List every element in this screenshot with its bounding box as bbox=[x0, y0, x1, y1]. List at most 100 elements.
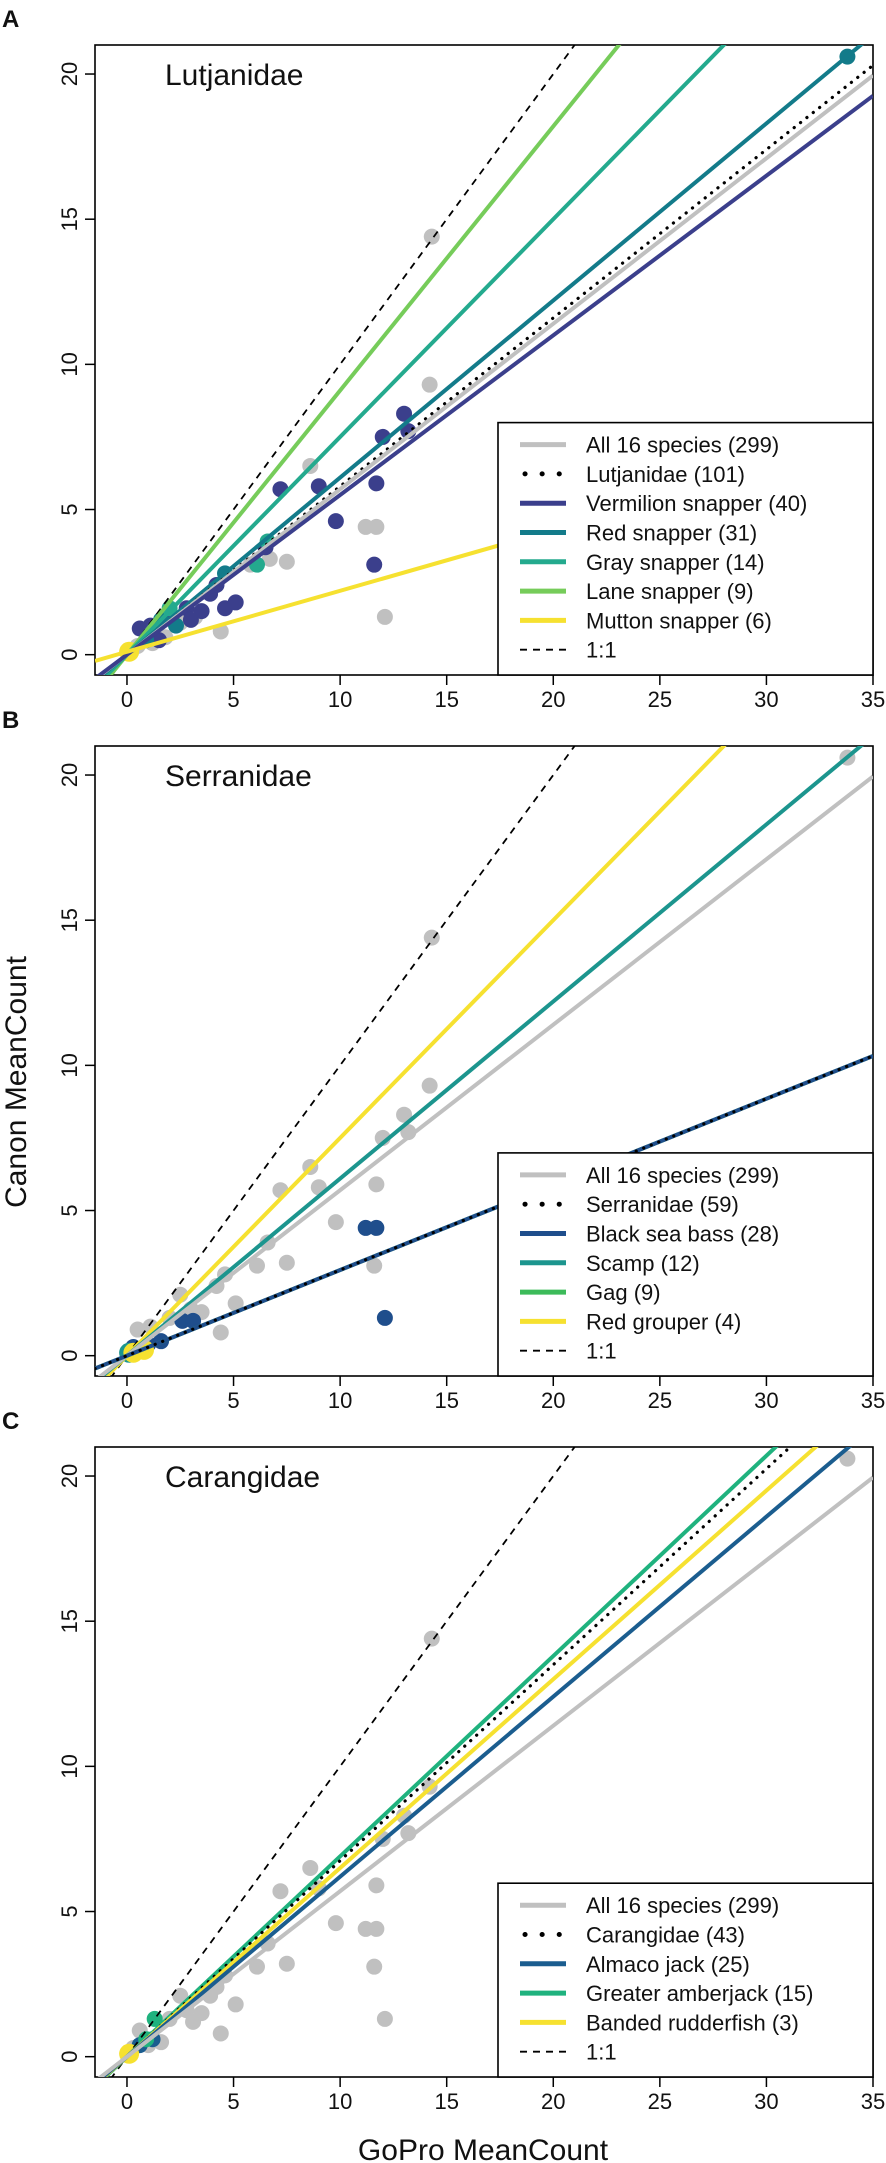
x-tick-label: 25 bbox=[648, 1388, 672, 1413]
legend-entry: Lane snapper (9) bbox=[586, 579, 754, 604]
x-tick-label: 25 bbox=[648, 687, 672, 712]
legend-entry: 1:1 bbox=[586, 1339, 617, 1364]
legend-entry: Banded rudderfish (3) bbox=[586, 2010, 799, 2035]
data-point bbox=[368, 518, 385, 535]
panel-serranidae: B 0 5 10 15 20 0 5 10 15 20 25 30 35 Serranidae All 16 … bbox=[2, 707, 885, 1413]
regression-line-lutjanidae bbox=[98, 63, 873, 675]
regression-line-scamp bbox=[99, 746, 864, 1376]
data-point bbox=[172, 1987, 189, 2004]
data-point bbox=[423, 1630, 440, 1647]
data-point bbox=[278, 553, 295, 570]
legend-entry: Carangidae (43) bbox=[586, 1923, 745, 1948]
legend-entry: Greater amberjack (15) bbox=[586, 1981, 813, 2006]
data-point bbox=[227, 1295, 244, 1312]
regression-line-red-grouper bbox=[104, 746, 727, 1376]
x-tick-label: 20 bbox=[541, 1388, 565, 1413]
data-point bbox=[302, 1859, 319, 1876]
data-point bbox=[259, 1234, 276, 1251]
y-tick-label: 20 bbox=[57, 1464, 82, 1488]
data-point bbox=[368, 1877, 385, 1894]
x-tick-label: 5 bbox=[227, 1388, 239, 1413]
data-point bbox=[272, 1883, 289, 1900]
x-tick-label: 20 bbox=[541, 687, 565, 712]
data-point bbox=[368, 475, 385, 492]
data-point bbox=[248, 1958, 265, 1975]
data-point bbox=[193, 603, 210, 620]
data-point bbox=[366, 1257, 383, 1274]
legend-entry: All 16 species (299) bbox=[586, 433, 779, 458]
data-point bbox=[327, 1915, 344, 1932]
panel-letter: B bbox=[2, 707, 19, 734]
legend-entry: Serranidae (59) bbox=[586, 1192, 739, 1217]
regression-line-almaco-jack bbox=[99, 1447, 853, 2077]
data-point bbox=[366, 556, 383, 573]
data-point bbox=[227, 1996, 244, 2013]
x-tick-label: 15 bbox=[434, 1388, 458, 1413]
data-point bbox=[396, 405, 413, 422]
data-point bbox=[212, 2025, 229, 2042]
y-tick-label: 10 bbox=[57, 1053, 82, 1077]
data-point bbox=[278, 1254, 295, 1271]
regression-line-all-16-species bbox=[97, 1475, 873, 2077]
plot-frame bbox=[94, 745, 874, 1377]
y-tick-label: 15 bbox=[57, 908, 82, 932]
data-point bbox=[182, 611, 199, 628]
y-tick-label: 15 bbox=[57, 207, 82, 231]
x-tick-label: 5 bbox=[227, 2089, 239, 2114]
x-tick-label: 35 bbox=[861, 687, 885, 712]
y-tick-label: 0 bbox=[57, 1350, 82, 1362]
plot-frame bbox=[94, 1446, 874, 2078]
data-point bbox=[376, 608, 393, 625]
data-point bbox=[193, 2005, 210, 2022]
legend-box bbox=[497, 421, 874, 676]
legend-entry: Vermilion snapper (40) bbox=[586, 491, 807, 516]
panel-title: Serranidae bbox=[165, 760, 312, 793]
y-tick-label: 10 bbox=[57, 352, 82, 376]
legend-entry: Gag (9) bbox=[586, 1280, 661, 1305]
legend: All 16 species (299) Lutjanidae (101) Verm… bbox=[497, 421, 874, 676]
legend-entry: Lutjanidae (101) bbox=[586, 462, 745, 487]
legend-entry: Red grouper (4) bbox=[586, 1309, 741, 1334]
legend-entry: 1:1 bbox=[586, 2040, 617, 2065]
data-point bbox=[421, 376, 438, 393]
x-tick-label: 35 bbox=[861, 2089, 885, 2114]
x-tick-label: 30 bbox=[754, 687, 778, 712]
legend-entry: Mutton snapper (6) bbox=[586, 608, 772, 633]
data-point bbox=[278, 1955, 295, 1972]
legend-entry: Scamp (12) bbox=[586, 1251, 700, 1276]
y-tick-label: 5 bbox=[57, 503, 82, 515]
x-axis-label: GoPro MeanCount bbox=[358, 2134, 609, 2163]
plot-frame bbox=[94, 44, 874, 676]
x-tick-label: 10 bbox=[328, 687, 352, 712]
legend-entry: All 16 species (299) bbox=[586, 1163, 779, 1188]
panel-lutjanidae: A 0 5 10 15 20 0 5 10 15 20 25 30 35 Lutjanidae All 16 … bbox=[2, 6, 885, 712]
x-tick-label: 5 bbox=[227, 687, 239, 712]
plot-area bbox=[97, 1447, 873, 2077]
y-tick-label: 15 bbox=[57, 1609, 82, 1633]
legend-entry: 1:1 bbox=[586, 638, 617, 663]
regression-line-gray-snapper bbox=[104, 45, 727, 675]
y-axis-label: Canon MeanCount bbox=[0, 955, 33, 1208]
data-point bbox=[212, 1324, 229, 1341]
y-tick-label: 20 bbox=[57, 62, 82, 86]
data-point bbox=[376, 1309, 393, 1326]
regression-line-vermilion-snapper bbox=[96, 94, 873, 675]
legend-box bbox=[497, 1882, 874, 2078]
data-point bbox=[185, 1312, 202, 1329]
panel-letter: A bbox=[2, 6, 19, 33]
legend-entry: Gray snapper (14) bbox=[586, 550, 765, 575]
plot-area bbox=[95, 746, 873, 1376]
data-point bbox=[368, 1176, 385, 1193]
x-tick-label: 0 bbox=[121, 687, 133, 712]
panel-letter: C bbox=[2, 1408, 19, 1435]
regression-line-all-16-species bbox=[97, 774, 873, 1376]
legend: All 16 species (299) Serranidae (59) Black… bbox=[497, 1152, 874, 1377]
data-point bbox=[327, 513, 344, 530]
panel-title: Lutjanidae bbox=[165, 59, 303, 92]
regression-line-all-16-species bbox=[97, 73, 873, 675]
x-tick-label: 25 bbox=[648, 2089, 672, 2114]
x-tick-label: 35 bbox=[861, 1388, 885, 1413]
x-tick-label: 30 bbox=[754, 1388, 778, 1413]
regression-line-red-snapper bbox=[99, 45, 864, 675]
